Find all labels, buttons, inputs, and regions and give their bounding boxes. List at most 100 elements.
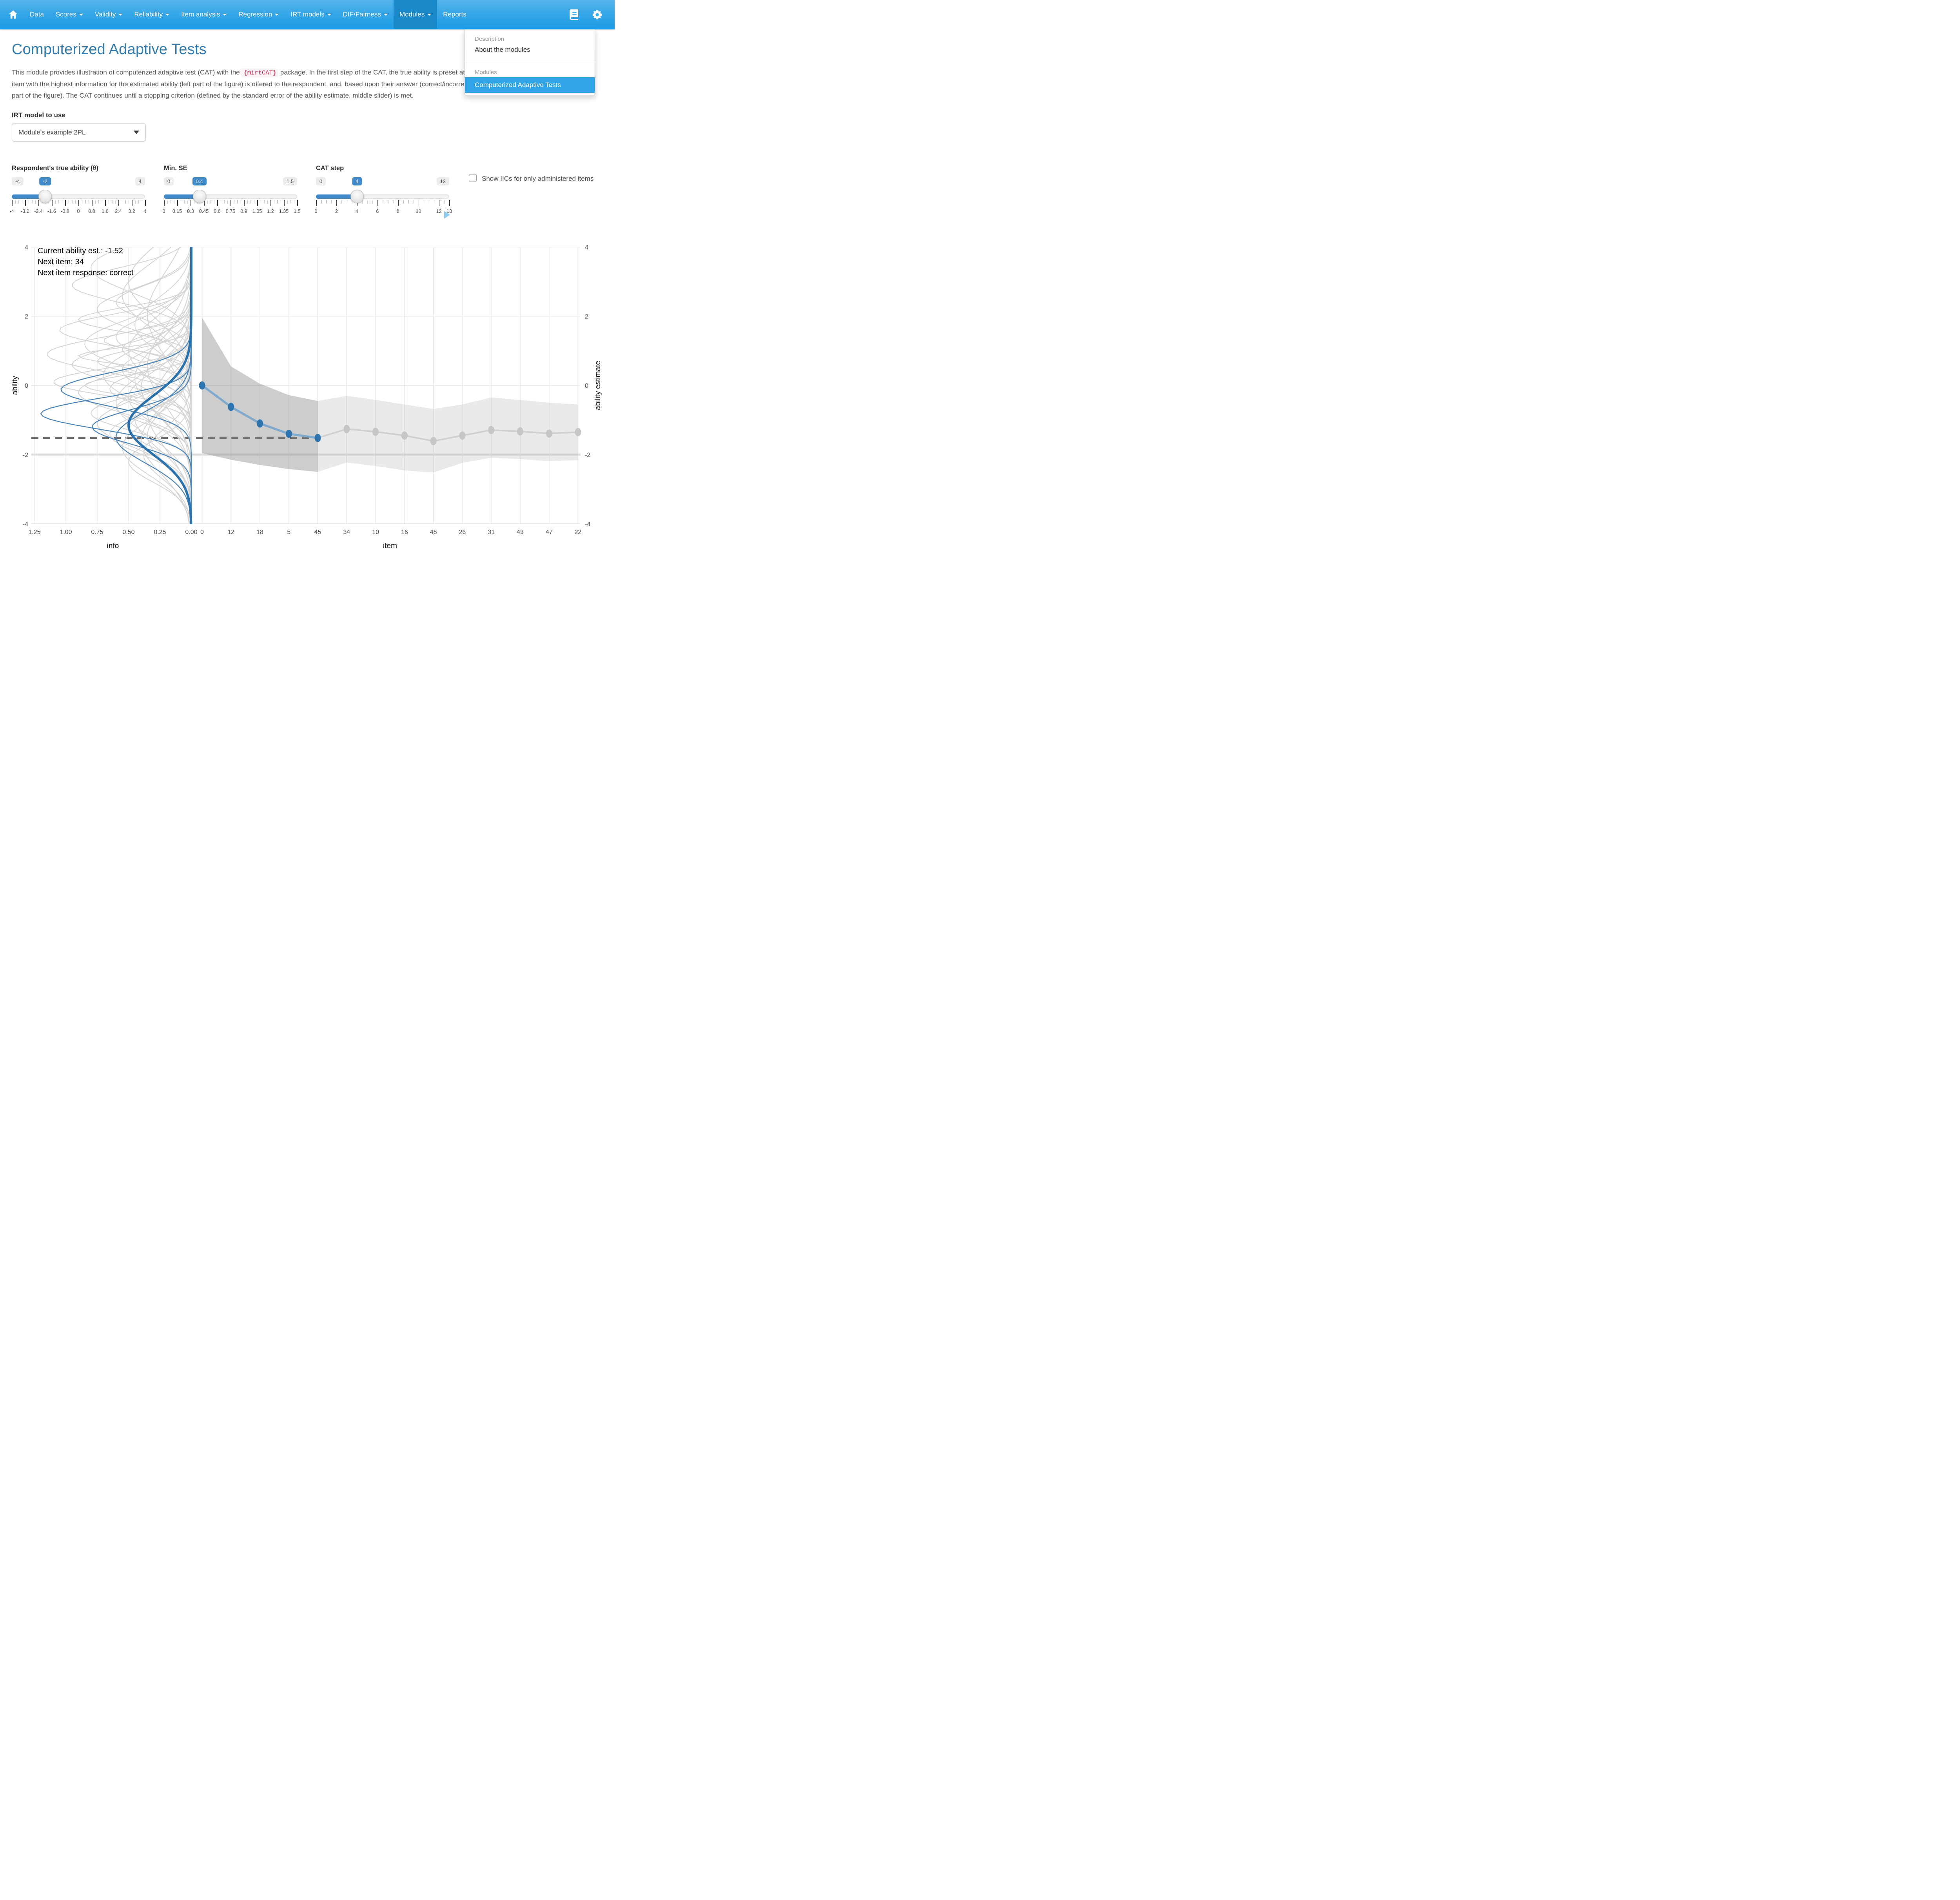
slider-tick	[434, 200, 435, 203]
slider-tick	[122, 200, 123, 203]
slider-max-label: 1.5	[283, 177, 297, 185]
nav-item-reliability[interactable]: Reliability	[128, 0, 175, 29]
slider-tick	[444, 200, 445, 203]
y-axis-tick-label-left: 2	[25, 314, 28, 320]
iic-curve-gray	[53, 247, 192, 524]
show-iics-checkbox[interactable]	[469, 174, 477, 182]
slider-tick	[347, 200, 348, 203]
estimate-point-projected	[488, 426, 495, 434]
slider-tick	[250, 200, 251, 203]
slider-tick	[112, 200, 113, 203]
nav-item-dif-fairness[interactable]: DIF/Fairness	[337, 0, 394, 29]
report-button[interactable]	[563, 9, 585, 20]
info-axis-tick-label: 0.75	[91, 529, 103, 536]
slider-tick	[125, 200, 126, 203]
nav-item-modules[interactable]: Modules	[393, 0, 437, 29]
estimate-point-projected	[459, 431, 466, 440]
gear-icon	[592, 10, 602, 19]
slider-tick	[55, 200, 56, 203]
slider-label: Respondent's true ability (θ)	[12, 165, 98, 172]
slider-tick	[78, 200, 79, 206]
item-axis-tick-label: 45	[314, 529, 321, 536]
slider-tick	[32, 200, 33, 203]
slider-tick	[38, 200, 39, 206]
slider-label: CAT step	[316, 165, 344, 172]
slider-tick	[257, 200, 258, 206]
slider-tick	[217, 200, 218, 206]
chevron-down-icon	[223, 13, 227, 16]
slider-tick-label: -2.4	[34, 209, 43, 214]
nav-item-irt-models[interactable]: IRT models	[285, 0, 337, 29]
dropdown-item-computerized-adaptive-tests[interactable]: Computerized Adaptive Tests	[465, 77, 595, 93]
item-axis-tick-label: 34	[343, 529, 350, 536]
slider-tick-label: 12	[436, 209, 442, 214]
slider-tick	[177, 200, 178, 206]
chevron-down-icon	[383, 13, 388, 16]
plot-annotation-line: Current ability est.: -1.52	[38, 247, 123, 255]
slider-tick	[287, 200, 288, 203]
home-icon	[9, 10, 18, 19]
slider-tick	[214, 200, 215, 203]
show-iics-checkbox-label: Show IICs for only administered items	[482, 175, 594, 182]
irt-model-label: IRT model to use	[12, 111, 65, 119]
nav-item-scores[interactable]: Scores	[50, 0, 89, 29]
slider-tick	[331, 200, 332, 203]
slider-tick-label: 0	[77, 209, 80, 214]
navbar: Data Scores Validity Reliability Item analys…	[0, 0, 615, 29]
y-axis-tick-label-right: 0	[585, 383, 588, 389]
item-axis-tick-label: 5	[287, 529, 290, 536]
slider-tick	[105, 200, 106, 206]
slider-tick	[115, 200, 116, 203]
nav-item-regression[interactable]: Regression	[232, 0, 285, 29]
irt-model-select[interactable]: Module's example 2PL	[12, 123, 146, 142]
slider-animate-play-button[interactable]	[444, 211, 450, 219]
estimate-point-administered	[285, 429, 292, 438]
estimate-path-projected	[318, 428, 578, 442]
true-ability-slider: Respondent's true ability (θ) -4 4 -2 -4 -3.2…	[9, 165, 146, 220]
item-axis-tick-label: 10	[372, 529, 379, 536]
slider-min-label: 0	[164, 177, 174, 185]
slider-tick	[72, 200, 73, 203]
slider-tick	[204, 200, 205, 206]
item-axis-tick-label: 18	[256, 529, 263, 536]
estimate-point-projected	[546, 429, 552, 438]
slider-label: Min. SE	[164, 165, 187, 172]
home-button[interactable]	[0, 0, 24, 29]
nav-item-label: Item analysis	[181, 11, 220, 18]
slider-tick	[277, 200, 278, 203]
estimate-point-projected	[517, 427, 523, 436]
nav-item-validity[interactable]: Validity	[89, 0, 129, 29]
slider-handle[interactable]	[192, 190, 206, 203]
y-axis-tick-label-right: 4	[585, 244, 588, 251]
slider-handle[interactable]	[38, 190, 52, 203]
slider-handle[interactable]	[350, 190, 364, 203]
slider-tick	[184, 200, 185, 203]
slider-tick	[22, 200, 23, 203]
mirtcat-code: {mirtCAT}	[241, 69, 279, 77]
nav-item-label: Scores	[55, 11, 76, 18]
nav-item-data[interactable]: Data	[24, 0, 50, 29]
slider-tick-label: 0.15	[172, 209, 182, 214]
slider-tick-label: 1.35	[279, 209, 289, 214]
nav-item-reports[interactable]: Reports	[437, 0, 472, 29]
slider-tick-label: 6	[376, 209, 379, 214]
plot-annotation-line: Next item: 34	[38, 258, 84, 266]
slider-tick	[341, 200, 342, 203]
confidence-band-projected	[318, 396, 578, 473]
slider-fill	[164, 194, 200, 199]
y-axis-tick-label-right: 2	[585, 314, 588, 320]
dropdown-item-about-modules[interactable]: About the modules	[475, 46, 530, 53]
slider-tick	[12, 200, 13, 206]
estimate-point-projected	[372, 427, 379, 436]
slider-tick	[247, 200, 248, 203]
settings-button[interactable]	[585, 9, 609, 20]
irt-model-selected-value: Module's example 2PL	[18, 128, 86, 136]
dropdown-header-description: Description	[475, 36, 505, 42]
slider-tick	[227, 200, 228, 203]
nav-item-item-analysis[interactable]: Item analysis	[175, 0, 232, 29]
slider-tick	[167, 200, 168, 203]
slider-tick	[244, 200, 245, 206]
y-axis-tick-label-left: 0	[25, 383, 28, 389]
slider-tick	[118, 200, 119, 206]
slider-tick	[297, 200, 298, 206]
